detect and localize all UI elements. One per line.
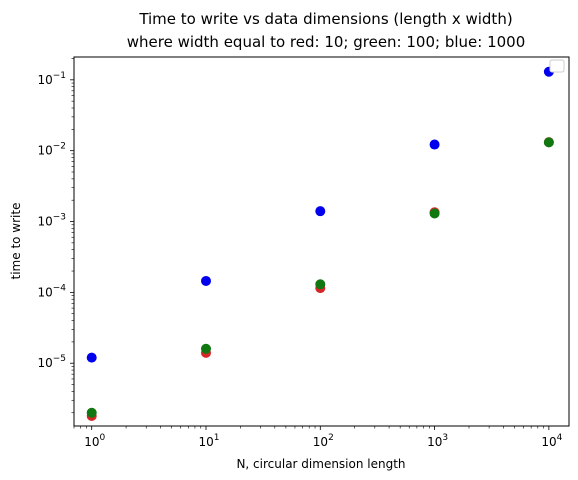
y-tick-label-base: 10 <box>37 215 52 229</box>
x-tick-label-exp: 2 <box>328 433 334 443</box>
x-tick-label: 101 <box>198 433 219 449</box>
data-point <box>543 137 554 148</box>
y-tick-label-exp: −2 <box>53 142 66 152</box>
x-tick-label-exp: 4 <box>557 433 563 443</box>
y-tick-label: 10−3 <box>37 213 66 229</box>
y-tick-label-base: 10 <box>37 144 52 158</box>
chart-title-line-1: Time to write vs data dimensions (length… <box>138 10 512 28</box>
data-point <box>86 352 97 363</box>
legend-box <box>549 59 565 73</box>
x-tick-label-exp: 1 <box>214 433 220 443</box>
x-tick-label: 100 <box>84 433 105 449</box>
y-tick-label-base: 10 <box>37 73 52 87</box>
data-point <box>315 279 326 290</box>
data-point <box>200 343 211 354</box>
data-point <box>429 139 440 150</box>
y-tick-label-exp: −3 <box>53 213 66 223</box>
data-point <box>200 275 211 286</box>
chart-title-line-2: where width equal to red: 10; green: 100… <box>127 33 526 51</box>
x-tick-label-base: 10 <box>541 435 556 449</box>
x-tick-label-exp: 0 <box>99 433 105 443</box>
x-tick-label: 104 <box>541 433 562 449</box>
x-tick-label-base: 10 <box>427 435 442 449</box>
data-point <box>86 407 97 418</box>
data-point <box>429 208 440 219</box>
x-axis-label: N, circular dimension length <box>236 457 405 471</box>
y-tick-label-exp: −1 <box>53 71 66 81</box>
y-tick-label: 10−5 <box>37 354 66 370</box>
x-tick-label-base: 10 <box>198 435 213 449</box>
y-axis-label: time to write <box>9 203 23 280</box>
x-tick-label: 103 <box>427 433 448 449</box>
x-tick-label-base: 10 <box>313 435 328 449</box>
y-tick-label-exp: −5 <box>53 354 66 364</box>
y-tick-label: 10−4 <box>37 283 66 299</box>
data-point <box>315 206 326 217</box>
y-tick-label: 10−2 <box>37 142 66 158</box>
x-tick-label-exp: 3 <box>442 433 448 443</box>
x-tick-label: 102 <box>313 433 334 449</box>
plot-frame <box>73 56 570 427</box>
y-tick-label-base: 10 <box>37 285 52 299</box>
y-tick-label-base: 10 <box>37 356 52 370</box>
y-tick-label: 10−1 <box>37 71 66 87</box>
x-tick-label-base: 10 <box>84 435 99 449</box>
y-tick-label-exp: −4 <box>53 283 67 293</box>
